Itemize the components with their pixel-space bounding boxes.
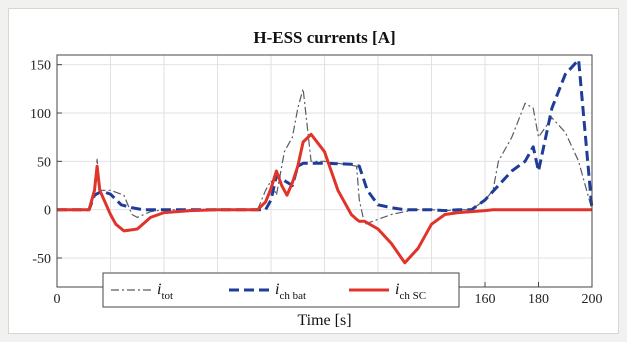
legend-label-sub: tot	[161, 290, 173, 302]
series-group	[57, 58, 594, 265]
x-tick-label: 200	[582, 292, 603, 307]
x-tick-label: 0	[54, 292, 61, 307]
x-tick-label: 180	[528, 292, 549, 307]
y-tick-label: 100	[30, 107, 51, 122]
legend-label-sub: ch SC	[399, 290, 426, 302]
figure-frame: H-ESS currents [A] 020406080100120140160…	[8, 8, 619, 334]
legend-label-main: i	[395, 281, 399, 298]
y-tick-label: -50	[32, 252, 51, 267]
x-tick-label: 160	[475, 292, 496, 307]
legend-label-sub: ch bat	[279, 290, 306, 302]
chart: H-ESS currents [A] 020406080100120140160…	[30, 28, 603, 329]
series-line-i-tot	[57, 88, 593, 225]
legend-label: itot	[157, 281, 173, 302]
x-axis-label: Time [s]	[297, 312, 351, 329]
legend-label: ich bat	[275, 281, 306, 302]
y-tick-label: 150	[30, 59, 51, 74]
y-tick-label: 0	[44, 204, 51, 219]
series-line-i-ch-SC	[57, 132, 592, 265]
legend-box	[102, 272, 460, 308]
legend-label: ich SC	[395, 281, 426, 302]
chart-title: H-ESS currents [A]	[253, 28, 395, 47]
y-tick-label: 50	[37, 155, 51, 170]
legend: itot ich bat ich SC	[102, 272, 460, 308]
series-line-i-ch-bat	[57, 58, 594, 213]
legend-label-main: i	[275, 281, 279, 298]
legend-label-main: i	[157, 281, 161, 298]
